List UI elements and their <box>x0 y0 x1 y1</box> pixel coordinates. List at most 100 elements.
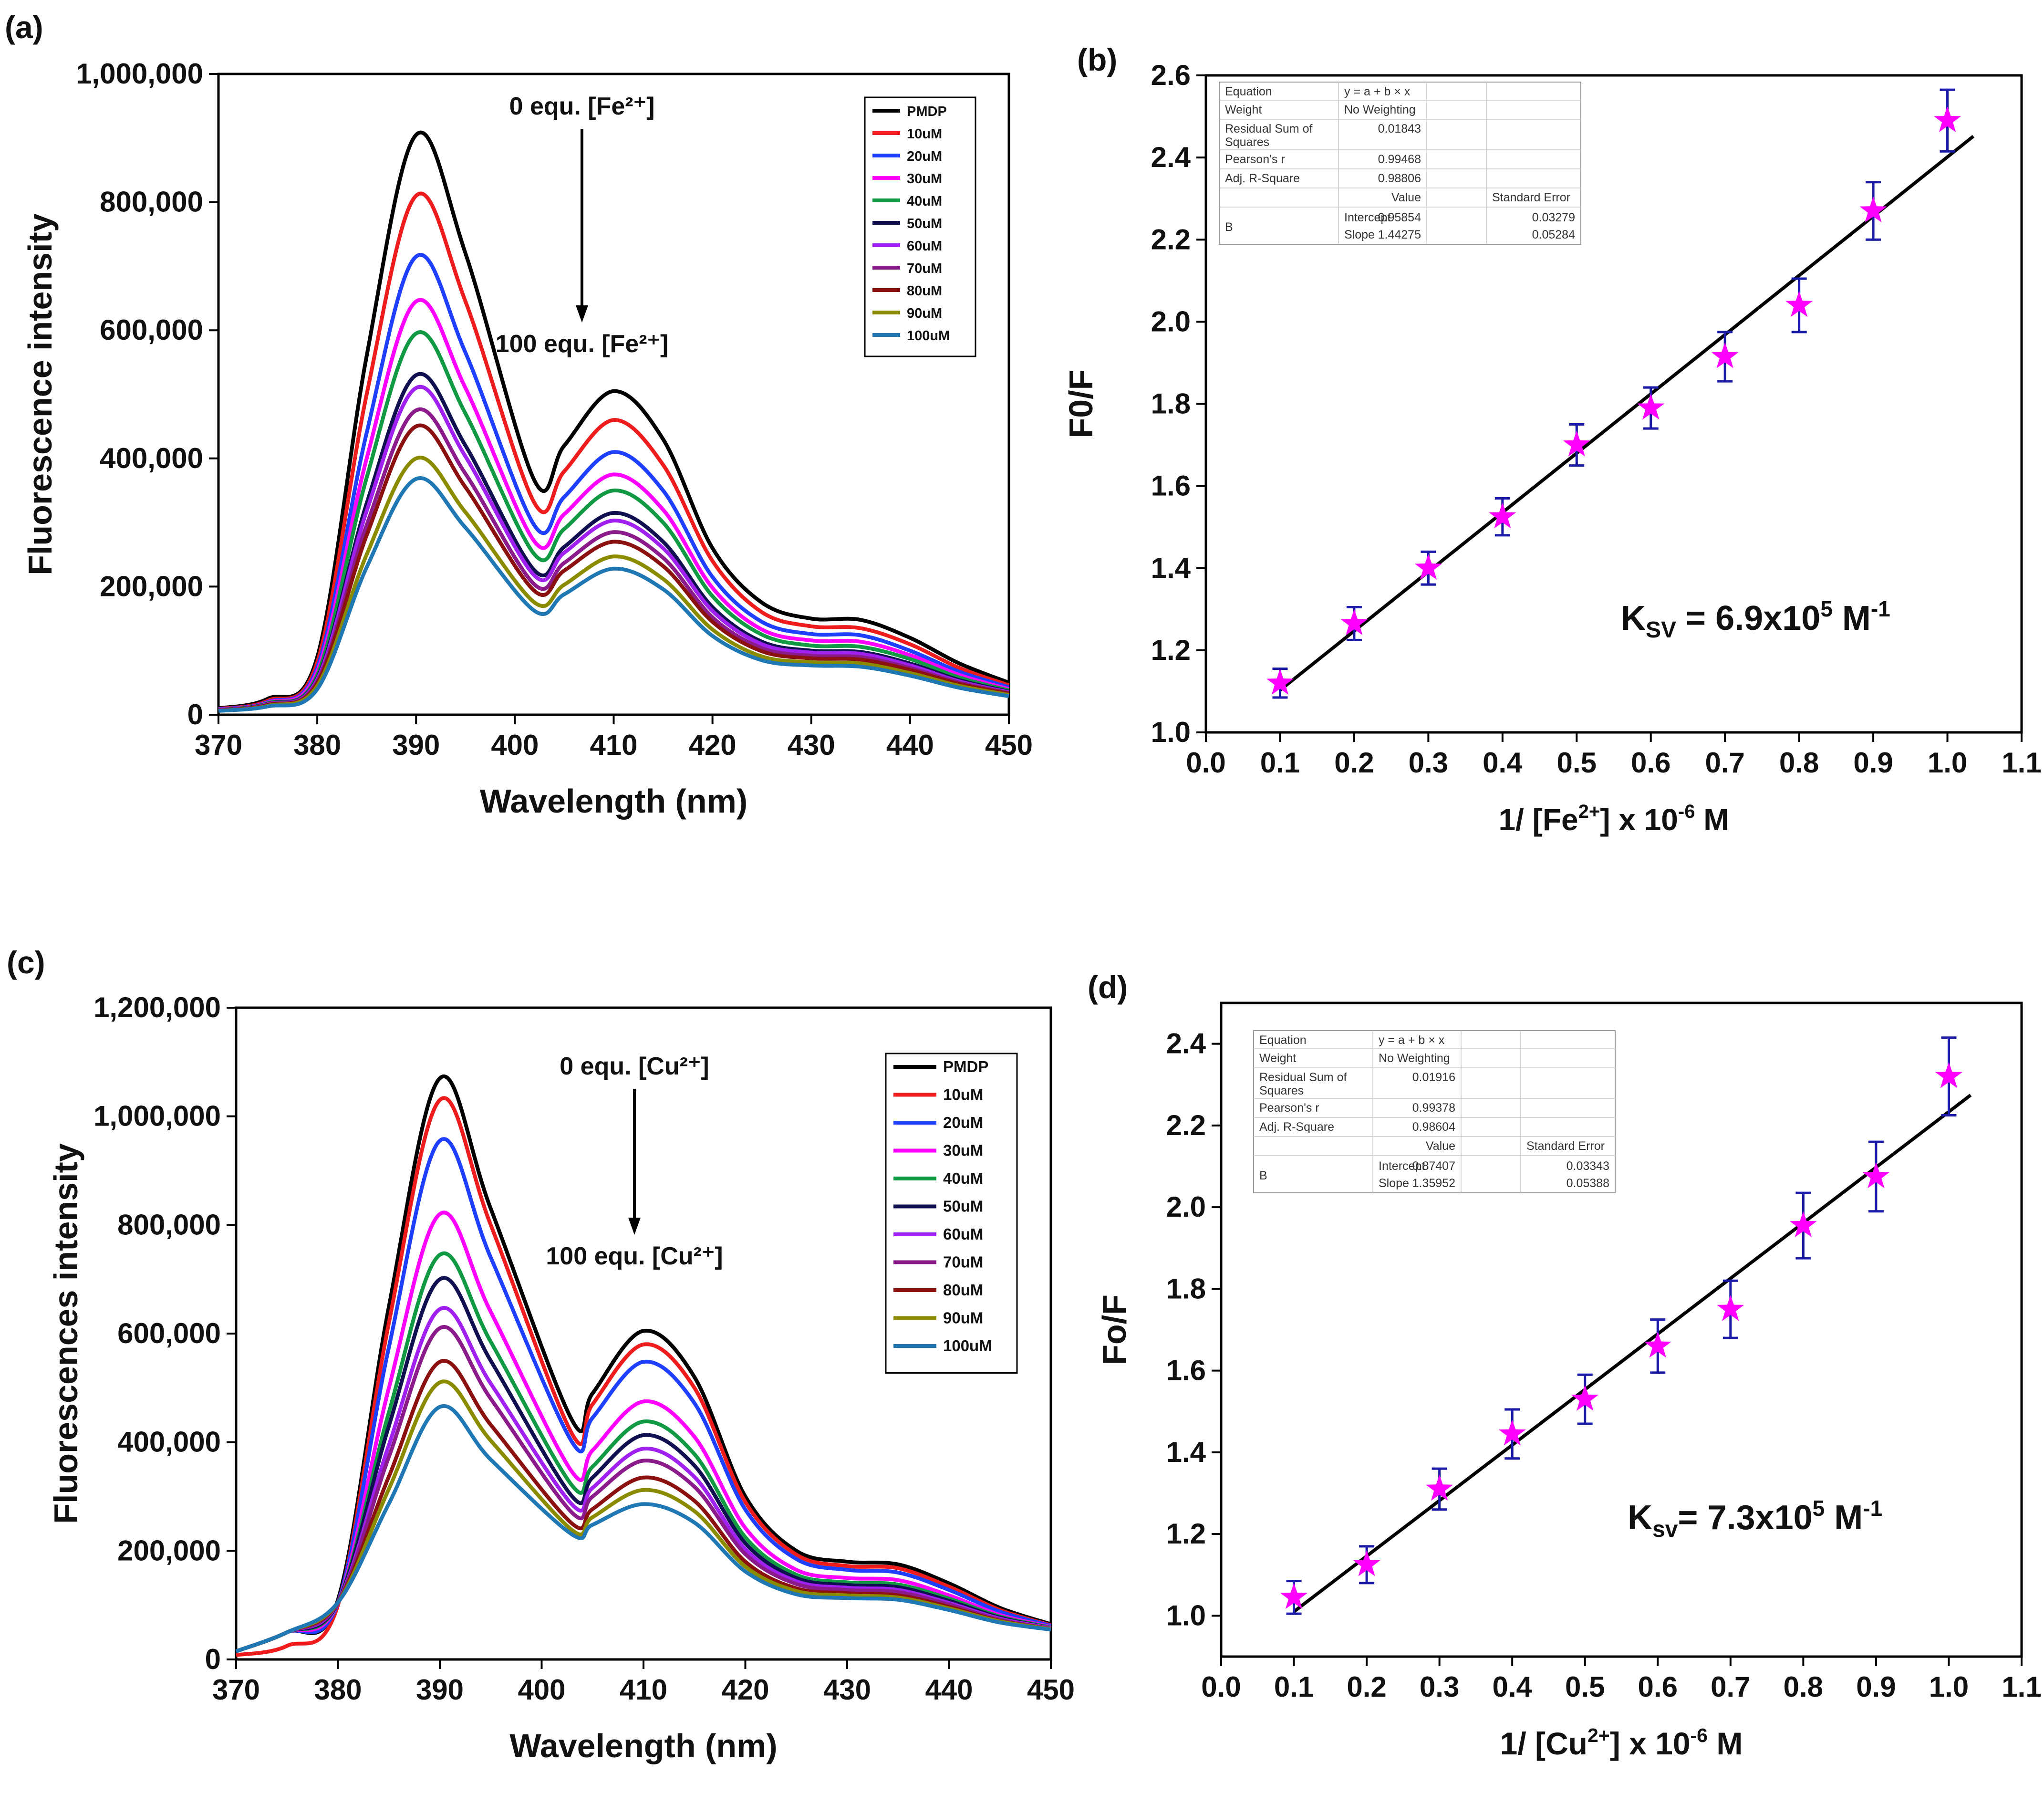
x-axis-title-part: M <box>1695 803 1729 837</box>
ksv-superscript: 5 <box>1820 596 1833 621</box>
x-tick-label: 0.4 <box>1492 1671 1532 1703</box>
y-tick-label: 2.6 <box>1151 59 1191 91</box>
x-tick-label: 420 <box>689 729 737 761</box>
fit-table-label: B <box>1259 1169 1267 1182</box>
ksv-part: = 7.3x10 <box>1678 1499 1812 1537</box>
fit-line <box>1293 1094 1972 1613</box>
ksv-label: Ksv= 7.3x105 M-1 <box>1628 1496 1882 1542</box>
data-point-star <box>1426 1474 1453 1501</box>
x-axis-title-part: 1/ [Fe <box>1498 803 1578 837</box>
fit-table-label: Residual Sum of <box>1225 122 1312 136</box>
annotation-top: 0 equ. [Fe²⁺] <box>509 93 655 120</box>
legend-label: 70uM <box>907 261 942 276</box>
fit-table-label: Slope <box>1379 1177 1409 1190</box>
fit-table-value: 0.99378 <box>1412 1101 1455 1115</box>
data-point-star <box>1340 609 1368 636</box>
x-tick-label: 450 <box>985 729 1033 761</box>
data-point-star <box>1785 291 1813 317</box>
series-line-20uM <box>218 253 1010 711</box>
y-tick-label: 1.8 <box>1166 1272 1206 1304</box>
fit-table-header: Value <box>1426 1139 1455 1153</box>
x-tick-label: 0.9 <box>1856 1671 1896 1703</box>
x-axis-title-part: ] x 10 <box>1610 1726 1691 1761</box>
ksv-part: = 6.9x10 <box>1676 599 1820 637</box>
y-tick-label: 200,000 <box>100 570 203 602</box>
y-axis-title: Fo/F <box>1096 1294 1133 1365</box>
legend-label: 10uM <box>907 126 942 142</box>
x-axis-title: Wavelength (nm) <box>509 1727 777 1764</box>
series-line-60uM <box>235 1306 1051 1653</box>
fit-table-value: 0.98604 <box>1412 1120 1455 1134</box>
data-point-star <box>1644 1332 1671 1358</box>
x-axis-title: 1/ [Fe2+] x 10-6 M <box>1498 801 1729 837</box>
x-axis-title-superscript: -6 <box>1678 801 1695 822</box>
data-point-star <box>1935 1062 1962 1088</box>
ksv-superscript: -1 <box>1871 596 1890 621</box>
fit-table-label: Equation <box>1259 1033 1307 1047</box>
ksv-label: KSV = 6.9x105 M-1 <box>1621 596 1890 643</box>
legend-label: 50uM <box>943 1198 983 1215</box>
legend-label: 100uM <box>943 1337 992 1355</box>
y-tick-label: 2.0 <box>1151 305 1191 337</box>
y-tick-label: 2.2 <box>1166 1109 1206 1141</box>
data-point-star <box>1571 1385 1599 1411</box>
legend-label: 30uM <box>907 171 942 187</box>
data-point-star <box>1637 394 1665 420</box>
panel-b: (b) 0.0 0.1 0.2 0.3 0.4 0.5 0.6 0.7 0.8 0.9 1.0 1.1 1… <box>1062 42 2042 837</box>
fit-table-value: y = a + b × x <box>1379 1033 1445 1047</box>
fit-table-value: 0.98806 <box>1378 172 1421 185</box>
x-tick-label: 410 <box>590 729 637 761</box>
x-tick-label: 0.0 <box>1201 1671 1241 1703</box>
x-tick-label: 410 <box>620 1674 667 1706</box>
panel-label: (c) <box>7 945 45 980</box>
y-tick-label: 1.6 <box>1151 470 1191 502</box>
x-tick-label: 380 <box>314 1674 362 1706</box>
fit-table-label: Pearson's r <box>1225 153 1285 166</box>
annotation-bottom: 100 equ. [Cu²⁺] <box>546 1242 723 1270</box>
legend-label: 20uM <box>907 149 942 164</box>
legend-label: 40uM <box>943 1169 983 1187</box>
x-axis-title-superscript: 2+ <box>1578 801 1600 822</box>
ksv-part: M <box>1825 1499 1863 1537</box>
data-point-star <box>1563 430 1590 457</box>
legend-label: 50uM <box>907 216 942 231</box>
fit-table-label: Equation <box>1225 85 1272 98</box>
data-point-star <box>1859 197 1887 223</box>
panel-c: (c) 370 380 390 400 410 420 430 440 450 0 200,000 40… <box>7 945 1075 1764</box>
x-tick-label: 0.1 <box>1274 1671 1314 1703</box>
x-tick-label: 1.0 <box>1929 1671 1969 1703</box>
y-tick-label: 600,000 <box>100 314 203 346</box>
y-tick-label: 2.4 <box>1151 141 1191 173</box>
fit-table-value: 1.35952 <box>1412 1177 1455 1190</box>
legend-label: 90uM <box>943 1309 983 1327</box>
annotation-top: 0 equ. [Cu²⁺] <box>560 1053 709 1080</box>
series-line-20uM <box>235 1137 1052 1653</box>
x-tick-label: 0.9 <box>1853 747 1893 779</box>
y-tick-label: 1.2 <box>1166 1518 1206 1550</box>
legend-label: 30uM <box>943 1142 983 1159</box>
y-tick-label: 200,000 <box>117 1534 221 1566</box>
series-line-90uM <box>235 1379 1051 1653</box>
arrow-head <box>628 1218 641 1235</box>
data-point-star <box>1934 106 1961 132</box>
series-group <box>218 130 1010 713</box>
y-tick-label: 1.4 <box>1151 552 1191 584</box>
x-axis-title-part: M <box>1708 1726 1743 1761</box>
x-tick-label: 370 <box>212 1674 260 1706</box>
data-points <box>1266 88 1961 699</box>
fit-table-box <box>1219 82 1581 245</box>
x-tick-label: 370 <box>195 729 242 761</box>
ksv-part: K <box>1628 1499 1652 1537</box>
fit-table-value: 0.87407 <box>1412 1159 1455 1173</box>
y-axis-title: Fluorescence intensity <box>21 213 59 575</box>
y-tick-label: 2.4 <box>1166 1028 1206 1060</box>
fit-table-value: 0.03279 <box>1532 211 1575 224</box>
fit-table-label: Weight <box>1225 103 1262 116</box>
legend-label: 80uM <box>943 1281 983 1299</box>
x-tick-label: 0.4 <box>1483 747 1523 779</box>
y-tick-label: 1,000,000 <box>93 1100 221 1132</box>
x-tick-label: 380 <box>293 729 341 761</box>
ksv-part: K <box>1621 599 1646 637</box>
fit-table-label: Squares <box>1259 1084 1304 1097</box>
x-tick-label: 0.5 <box>1565 1671 1605 1703</box>
